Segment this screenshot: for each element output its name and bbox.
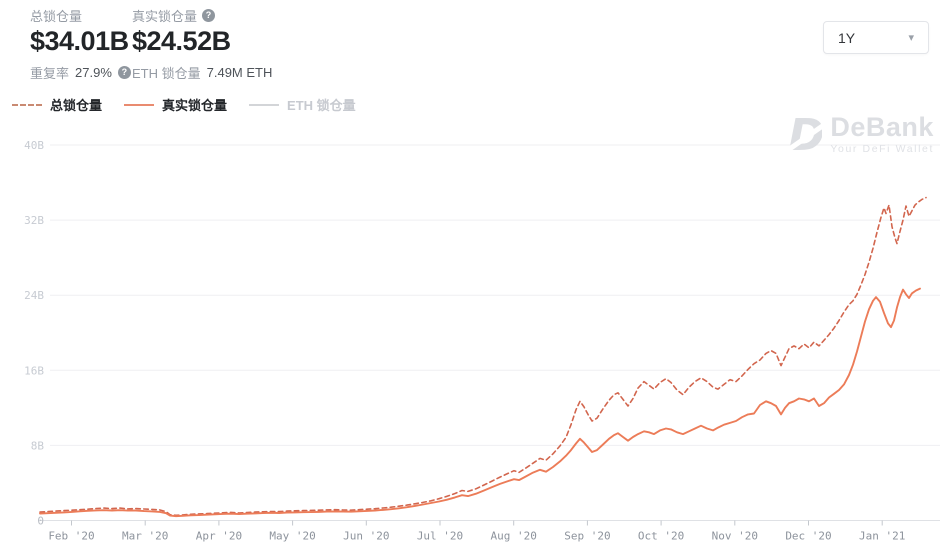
- legend-item-eth-locked[interactable]: ETH 锁仓量: [249, 95, 356, 114]
- series-line-real-tvl: [39, 287, 921, 518]
- help-icon[interactable]: ?: [202, 9, 216, 22]
- debank-watermark-text: DeBank Your DeFi Wallet: [830, 112, 934, 156]
- time-range-dropdown[interactable]: 1Y ▾: [823, 21, 929, 54]
- dashed-line-swatch-icon: [12, 103, 42, 106]
- real-tvl-stat: 真实锁仓量 ? $24.52B ETH 锁仓量 7.49M ETH: [132, 8, 272, 82]
- gray-line-swatch-icon: [249, 103, 280, 106]
- x-axis-label: May '20: [269, 530, 315, 543]
- repeat-rate-label: 重复率: [30, 66, 70, 81]
- eth-locked-value: 7.49M ETH: [206, 65, 273, 80]
- real-tvl-label-row: 真实锁仓量 ?: [132, 8, 272, 24]
- y-axis-label: 24B: [24, 289, 44, 302]
- y-axis-label: 40B: [24, 139, 44, 152]
- legend-label: 真实锁仓量: [162, 98, 228, 113]
- chart-legend: 总锁仓量 真实锁仓量 ETH 锁仓量: [12, 95, 356, 114]
- real-tvl-label: 真实锁仓量: [132, 9, 198, 24]
- x-axis-label: Mar '20: [122, 530, 168, 543]
- x-axis-label: Oct '20: [638, 530, 684, 543]
- total-tvl-value: $34.01B: [30, 26, 129, 56]
- x-axis-label: Feb '20: [48, 530, 94, 543]
- y-axis-label: 32B: [24, 214, 44, 227]
- help-icon[interactable]: ?: [117, 66, 131, 79]
- x-axis-label: Sep '20: [564, 530, 610, 543]
- legend-label: ETH 锁仓量: [287, 98, 356, 113]
- repeat-rate-row: 重复率 27.9% ?: [30, 63, 131, 82]
- solid-line-swatch-icon: [124, 103, 155, 106]
- y-axis-label: 8B: [31, 439, 45, 452]
- legend-item-real-tvl[interactable]: 真实锁仓量: [124, 95, 227, 114]
- y-axis-label: 0: [37, 515, 44, 528]
- x-axis-label: Dec '20: [785, 530, 831, 543]
- y-axis-label: 16B: [24, 364, 44, 377]
- x-axis-label: Aug '20: [491, 530, 537, 543]
- x-axis-label: Nov '20: [712, 530, 758, 543]
- eth-locked-row: ETH 锁仓量 7.49M ETH: [132, 63, 272, 82]
- x-axis-label: Jul '20: [417, 530, 463, 543]
- chevron-down-icon: ▾: [908, 32, 914, 44]
- real-tvl-value: $24.52B: [132, 26, 231, 56]
- legend-item-total-tvl[interactable]: 总锁仓量: [12, 95, 102, 114]
- x-axis-label: Jun '20: [343, 530, 389, 543]
- total-tvl-label: 总锁仓量: [30, 9, 83, 24]
- x-axis-label: Apr '20: [196, 530, 242, 543]
- repeat-rate-value: 27.9%: [75, 65, 112, 80]
- debank-logo-icon: D: [788, 114, 823, 158]
- debank-name: DeBank: [830, 112, 934, 142]
- total-tvl-stat: 总锁仓量 $34.01B 重复率 27.9% ?: [30, 8, 131, 82]
- series-line-total-tvl: [39, 196, 927, 517]
- debank-watermark: D DeBank Your DeFi Wallet: [788, 114, 934, 158]
- x-axis-label: Jan '21: [859, 530, 905, 543]
- eth-locked-label: ETH 锁仓量: [132, 66, 201, 81]
- time-range-value: 1Y: [838, 29, 856, 46]
- debank-tagline: Your DeFi Wallet: [830, 143, 934, 155]
- legend-label: 总锁仓量: [50, 98, 103, 113]
